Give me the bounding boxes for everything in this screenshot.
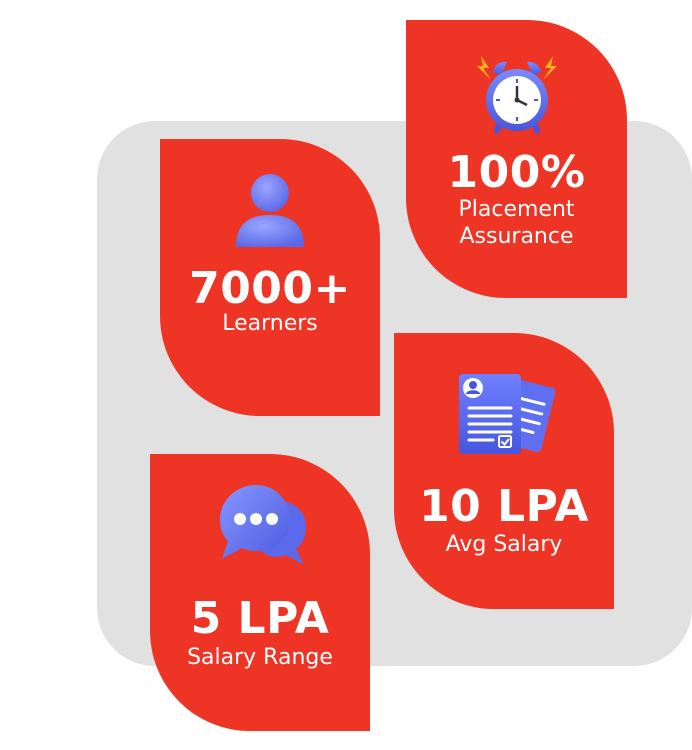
stat-label-line: Placement	[458, 197, 575, 222]
stat-value: 7000+	[189, 263, 351, 314]
stat-label-line: Assurance	[459, 224, 574, 249]
user-icon	[230, 171, 310, 255]
alarm-clock-icon	[467, 50, 567, 140]
chat-bubbles-icon	[210, 479, 310, 583]
stat-value: 100%	[447, 147, 586, 198]
stat-value: 5 LPA	[190, 593, 330, 644]
stat-card-learners: 7000+ Learners	[160, 139, 380, 416]
stat-label: Avg Salary	[445, 532, 563, 557]
stat-label: Learners	[222, 311, 318, 336]
stat-card-salary-range: 5 LPA Salary Range	[150, 454, 370, 731]
stat-card-placement: 100% Placement Assurance	[406, 20, 627, 298]
stat-card-avg-salary: 10 LPA Avg Salary	[394, 333, 614, 609]
stat-value: 10 LPA	[419, 481, 589, 532]
stat-label: Placement Assurance	[406, 196, 627, 250]
stat-label: Salary Range	[187, 645, 333, 670]
resume-document-icon	[449, 368, 559, 464]
